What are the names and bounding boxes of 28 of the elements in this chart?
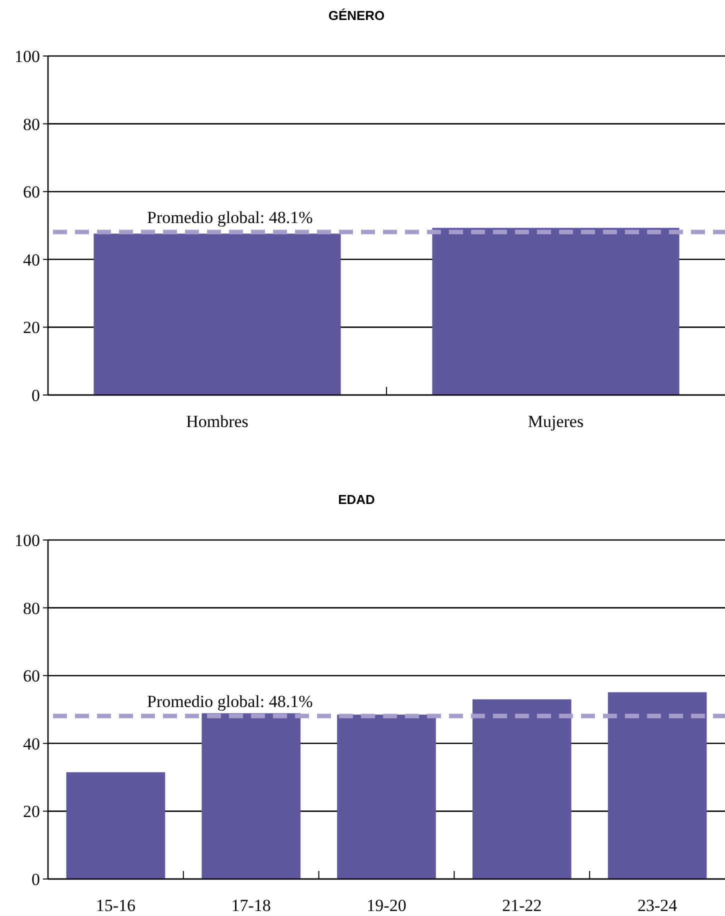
y-tick-label: 0 bbox=[32, 386, 40, 405]
y-tick-label: 80 bbox=[23, 114, 40, 134]
y-tick-label: 80 bbox=[23, 598, 40, 618]
x-tick-label: 15-16 bbox=[96, 896, 136, 915]
chart-title: GÉNERO bbox=[328, 8, 385, 23]
y-tick-label: 60 bbox=[23, 182, 40, 202]
bar bbox=[608, 692, 707, 879]
bar bbox=[337, 714, 436, 879]
y-tick-label: 100 bbox=[14, 46, 40, 66]
y-tick-label: 40 bbox=[23, 250, 40, 270]
bar bbox=[202, 713, 301, 879]
y-tick-label: 100 bbox=[14, 530, 40, 550]
x-tick-label: 21-22 bbox=[502, 896, 542, 915]
x-tick-label: 23-24 bbox=[637, 896, 678, 915]
y-tick-label: 60 bbox=[23, 666, 40, 686]
x-tick-label: 19-20 bbox=[366, 896, 406, 915]
bar bbox=[472, 699, 572, 879]
x-tick-label: 17-18 bbox=[231, 896, 271, 915]
y-tick-label: 0 bbox=[32, 870, 40, 889]
ref-line-label: Promedio global: 48.1% bbox=[147, 692, 313, 711]
bar bbox=[66, 772, 166, 879]
ref-line-label: Promedio global: 48.1% bbox=[147, 208, 313, 227]
x-tick-label: Mujeres bbox=[528, 412, 584, 431]
x-tick-label: Hombres bbox=[186, 412, 248, 431]
chart-title: EDAD bbox=[338, 492, 375, 507]
y-tick-label: 20 bbox=[23, 318, 40, 338]
y-tick-label: 40 bbox=[23, 734, 40, 754]
y-tick-label: 20 bbox=[23, 802, 40, 822]
